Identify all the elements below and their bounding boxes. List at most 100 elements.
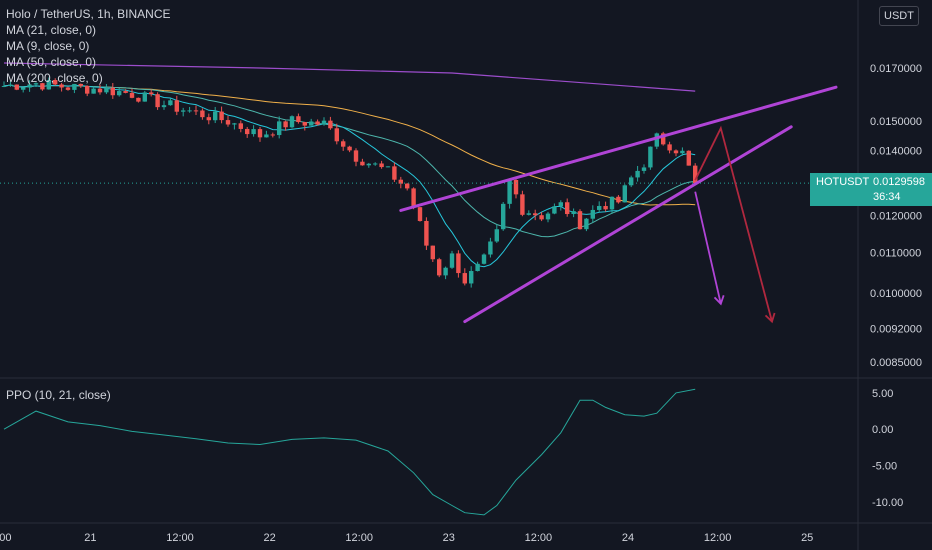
wedge-lower-line [463,125,793,324]
candle [577,209,583,230]
candle-body [571,211,576,215]
candle [456,250,461,278]
price-tick-label-2: 0.0140000 [870,145,922,157]
symbol-title[interactable]: Holo / TetherUS, 1h, BINANCE [6,7,171,21]
candle-body [161,105,167,108]
candle-body [545,213,551,220]
candle [296,113,301,124]
candle [353,148,359,167]
indicator-ma50[interactable]: MA (50, close, 0) [6,55,97,69]
candle [648,146,653,170]
candle-body [629,177,634,186]
price-tick-label-8: 0.0085000 [870,357,922,369]
candle-body [46,80,51,90]
candle [507,179,512,209]
time-scale[interactable]: 2:00 21 12:00 22 12:00 23 12:00 24 12:00 25 [0,532,813,544]
candle-body [533,213,538,216]
candle-body [449,253,455,268]
candle [117,87,122,97]
candle [558,200,563,211]
candle-body [245,128,250,135]
candle [283,120,288,131]
candle [21,87,26,93]
candle-body [277,121,282,136]
candle [616,195,621,204]
candle-body [641,167,647,171]
candle-body [590,209,595,219]
candle-body [129,92,135,98]
candle [174,95,179,116]
indicator-ma9[interactable]: MA (9, close, 0) [6,39,90,53]
candle-body [53,80,58,85]
candle [200,108,205,120]
candle [161,100,167,110]
candle-body [539,215,544,220]
candle-body [622,185,627,203]
candle [27,80,32,92]
candle [328,116,333,130]
candle [437,257,442,278]
candle-body [264,134,269,138]
candle [53,78,58,86]
candle-body [59,84,64,88]
candle [65,86,71,91]
candle [680,147,685,156]
candle-body [616,196,621,203]
candle [123,89,128,94]
candle [142,90,147,102]
candle [341,139,346,151]
candle [513,176,519,199]
candle [475,261,480,272]
candle [232,122,237,130]
indicator-ma21[interactable]: MA (21, close, 0) [6,23,97,37]
candle-body [40,83,45,90]
last-price-label: HOTUSDT 0.0129598 36:34 [810,173,932,206]
indicator-ppo[interactable]: PPO (10, 21, close) [6,388,111,402]
candle-body [366,163,371,166]
candle [1,81,7,88]
candle-body [443,267,448,276]
currency-button[interactable]: USDT [879,6,919,26]
candle-body [686,150,691,166]
candle [168,98,173,106]
price-tick-label-7: 0.0092000 [870,323,922,335]
candle-body [27,84,32,88]
candle-body [469,271,474,284]
candle-body [270,134,275,136]
candle [366,162,371,168]
candle [494,224,499,243]
candle [609,196,615,214]
candle [149,89,154,97]
candle [72,83,77,94]
candle [417,207,423,222]
candle [424,217,429,250]
indicator-ma200[interactable]: MA (200, close, 0) [6,71,103,85]
candle-body [289,116,295,128]
candle [206,113,211,125]
ppo-legend: PPO (10, 21, close) [6,387,111,403]
candle [315,119,320,126]
candle [552,203,557,215]
candle [622,184,627,203]
ppo-scale[interactable]: 5.00 0.00 -5.00 -10.00 [872,388,903,509]
ppo-pane [3,388,696,516]
candle [321,117,327,126]
candle [219,106,224,124]
candle-body [501,203,506,230]
time-tick-label-0: 2:00 [0,532,12,544]
candle [334,123,339,145]
candle-body [552,206,557,214]
time-tick-label-8: 12:00 [704,532,732,544]
candle-body [200,110,205,118]
candle [603,201,608,212]
candle-body [513,180,519,195]
candle-body [673,150,679,154]
candle-body [155,94,160,108]
ppo-tick-label-0: 5.00 [872,388,893,400]
candle-body [142,92,147,102]
candle [641,164,647,174]
candle [520,190,525,217]
candle [155,92,160,110]
candle-body [635,170,640,178]
